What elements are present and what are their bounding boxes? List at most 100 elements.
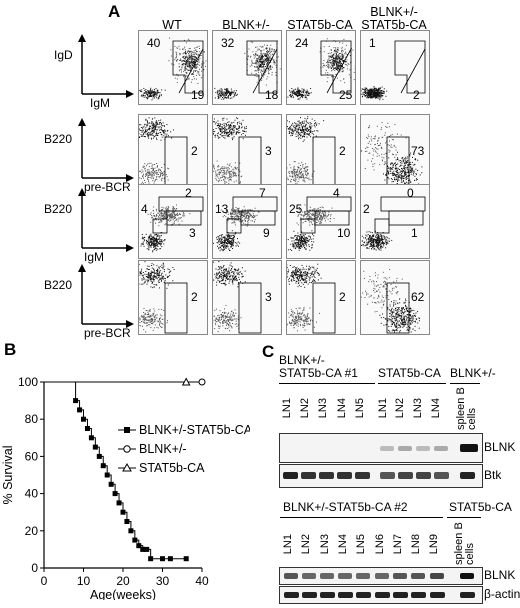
gate-value-lower: 10 [337, 227, 350, 239]
gate-value-upper: 2 [185, 187, 192, 199]
data-point [121, 510, 126, 515]
x-tick-label: 40 [195, 574, 209, 588]
gate-value: 2 [339, 291, 346, 303]
gate-value-left: 2 [363, 203, 370, 215]
blot-band [302, 573, 316, 579]
gate-value-bottom: 2 [413, 89, 420, 101]
legend-label: BLNK+/-STAT5b-CA [139, 423, 250, 437]
data-point [160, 556, 165, 561]
blot-band [393, 573, 407, 579]
blot-band [355, 472, 370, 479]
gate-value-upper: 0 [407, 187, 414, 199]
data-point [128, 528, 133, 533]
blot-band [319, 472, 334, 479]
row-ylabel: IgD [54, 48, 73, 62]
axis-arrows-icon [76, 118, 136, 188]
blot-band [434, 472, 449, 479]
facs-plot: 2 [286, 260, 356, 335]
facs-plot: 2 0 1 [360, 184, 430, 259]
blot-band [460, 472, 475, 479]
data-point [85, 426, 90, 431]
row-ylabel: B220 [44, 132, 72, 146]
y-tick-label: 80 [25, 412, 39, 426]
blot-band [398, 446, 412, 451]
blot-label-blnk-bottom: BLNK [484, 568, 515, 582]
legend-label: BLNK+/- [139, 442, 187, 456]
blot-band [301, 472, 316, 479]
group-underline [378, 383, 446, 384]
x-tick-label: 10 [77, 574, 91, 588]
y-tick-label: 100 [18, 375, 38, 389]
data-point [97, 454, 102, 459]
row-xlabel: IgM [90, 96, 110, 110]
data-point [77, 407, 82, 412]
lane-label: LN5 [355, 398, 366, 418]
data-point [184, 556, 189, 561]
gate-value-left: 4 [141, 203, 148, 215]
group-label-blnk: BLNK+/- [450, 367, 496, 380]
blot-band [393, 592, 408, 598]
row-ylabel: B220 [44, 278, 72, 292]
lane-label: LN3 [318, 398, 329, 418]
lane-label: LN6 [375, 534, 386, 554]
blot-band [284, 592, 299, 598]
data-point [113, 491, 118, 496]
blot-band [411, 592, 426, 598]
blot-band [416, 472, 431, 479]
facs-plot: 3 [212, 260, 282, 335]
lane-label: LN8 [411, 534, 422, 554]
blot-label-blnk-top: BLNK [484, 440, 515, 454]
blot-band [460, 592, 475, 598]
y-tick-label: 20 [25, 524, 39, 538]
lane-label: LN2 [301, 534, 312, 554]
group-label-stat5b-bottom: STAT5b-CA [449, 501, 512, 514]
y-axis-label: % Survival [1, 445, 15, 504]
data-point [89, 435, 94, 440]
gate-value-left: 25 [289, 203, 302, 215]
row-xlabel: IgM [84, 250, 104, 264]
blot-band [283, 472, 298, 479]
gate-value-lower: 1 [411, 227, 418, 239]
y-tick-label: 60 [25, 449, 39, 463]
facs-plot: 4 2 3 [138, 184, 208, 259]
x-axis-label: Age(weeks) [90, 588, 156, 600]
group-underline [447, 517, 481, 518]
group-underline [450, 383, 480, 384]
blot-band [356, 592, 371, 598]
blot-blnk-bottom [279, 567, 483, 585]
x-tick-label: 30 [156, 574, 170, 588]
group-underline [280, 517, 443, 518]
blot-blnk-top [279, 433, 483, 463]
lane-label: LN3 [413, 398, 424, 418]
gate-value: 3 [265, 291, 272, 303]
data-point [168, 556, 173, 561]
blot-band [434, 446, 448, 451]
blot-band [320, 592, 335, 598]
facs-plot: 2 [138, 260, 208, 335]
blot-band [356, 573, 370, 579]
group-label-blnk-stat5b-2: BLNK+/-STAT5b-CA #2 [283, 501, 408, 514]
lane-label: LN2 [395, 398, 406, 418]
gate-value: 2 [191, 145, 198, 157]
lane-label-spleen: spleen B cells [456, 386, 480, 430]
lane-label: LN1 [283, 534, 294, 554]
axis-arrows-icon [76, 188, 136, 258]
group-label-blnk-stat5b-1: BLNK+/- STAT5b-CA #1 [279, 354, 358, 380]
blot-band [380, 472, 395, 479]
facs-plot: 2 [138, 114, 208, 189]
blot-label-actin: β-actin [484, 587, 520, 601]
facs-plot: 73 [360, 114, 430, 189]
blot-btk [279, 464, 483, 488]
group-label-line1: BLNK+/- [279, 353, 325, 367]
gate-value-bottom: 19 [191, 89, 204, 101]
data-point [117, 500, 122, 505]
blot-band [302, 592, 317, 598]
lane-label: LN4 [431, 398, 442, 418]
data-point [73, 398, 78, 403]
gate-value-lower: 3 [189, 227, 196, 239]
lane-label: LN4 [337, 398, 348, 418]
lane-label: LN1 [282, 398, 293, 418]
blot-actin [279, 586, 483, 604]
